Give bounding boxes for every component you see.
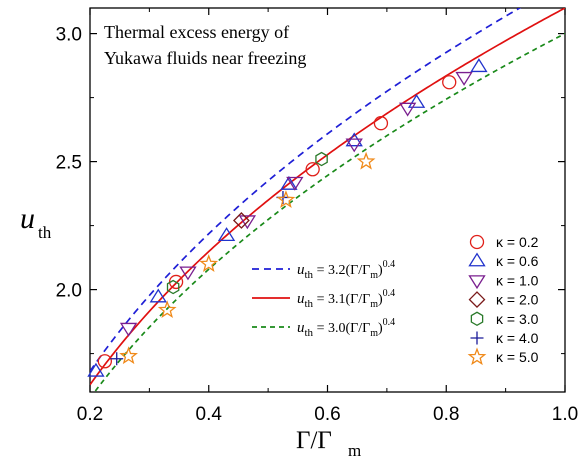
fit-legend-label: uth = 3.2(Γ/Γm)0.4 [297, 259, 395, 281]
data-point-triangle-up [280, 175, 298, 190]
legend-marker-triangle-up [468, 252, 486, 267]
fit-label-part: 0.4 [383, 259, 396, 270]
data-point-triangle-down [345, 138, 363, 153]
x-tick-label: 0.2 [77, 404, 103, 425]
data-point-triangle-down [119, 322, 138, 337]
legend-label: κ = 0.2 [496, 234, 539, 250]
data-point-star [119, 346, 138, 365]
fit-label-part: m [370, 299, 378, 310]
legend-label: κ = 0.6 [496, 253, 539, 269]
fit-label-part: th [305, 298, 314, 310]
legend-label: κ = 4.0 [496, 330, 539, 346]
data-point-star [356, 151, 376, 170]
data-points [87, 58, 488, 377]
data-point-star [199, 254, 219, 272]
data-point-circle [442, 75, 457, 90]
x-tick-label: 0.4 [196, 404, 223, 425]
legend-marker-diamond [468, 291, 486, 309]
legend-marker-plus [470, 331, 484, 345]
chart-title-line-2: Yukawa fluids near freezing [104, 48, 306, 68]
legend-label: κ = 1.0 [496, 272, 539, 288]
fit-label-part: u [297, 262, 305, 278]
fit-label-part: m [370, 270, 378, 281]
y-axis-label-symbol: u [20, 202, 35, 235]
data-point-star [276, 190, 296, 208]
y-axis-label-subscript: th [38, 223, 52, 242]
data-point-triangle-up [470, 58, 488, 73]
series-legend: κ = 0.2 κ = 0.6 κ = 1.0 κ = 2.0 κ = 3.0 κ = 4… [467, 234, 539, 366]
legend-label: κ = 2.0 [496, 292, 539, 308]
data-point-triangle-down [179, 266, 197, 281]
x-axis-label-main: Γ/Γ [296, 427, 332, 454]
axis-ticks: 0.2 0.4 0.6 0.8 1.0 2.0 2.5 3.0 [56, 8, 578, 425]
fit-label-part: th [305, 327, 314, 339]
data-point-triangle-up [149, 288, 167, 303]
fit-label-part: = 3.1(Γ/Γ [313, 292, 370, 307]
fit-label-part: th [305, 269, 314, 281]
data-point-triangle-up [87, 362, 105, 377]
fit-legend-label: uth = 3.1(Γ/Γm)0.4 [297, 288, 395, 310]
data-point-hexagon [315, 151, 328, 167]
data-point-hexagon [166, 279, 180, 295]
data-point-circle [305, 162, 320, 177]
y-tick-label: 2.5 [56, 153, 82, 174]
fit-label-part: ) [378, 263, 383, 278]
data-point-circle [97, 354, 112, 369]
fit-label-part: m [370, 328, 378, 339]
y-tick-label: 3.0 [56, 25, 82, 46]
fit-label-part: = 3.2(Γ/Γ [313, 263, 370, 278]
fit-legend-label: uth = 3.0(Γ/Γm)0.4 [297, 317, 395, 339]
fit-curve-1 [90, 8, 522, 372]
data-point-triangle-down [455, 71, 473, 86]
legend-marker-triangle-down [468, 275, 486, 290]
chart-title: Thermal excess energy of Yukawa fluids n… [104, 22, 306, 68]
legend-label: κ = 3.0 [496, 311, 539, 327]
data-point-triangle-up [407, 93, 426, 108]
fit-label-part: ) [378, 292, 383, 307]
data-point-triangle-down [398, 102, 417, 117]
data-point-circle [373, 116, 389, 131]
legend-marker-hexagon [470, 311, 484, 327]
x-axis-label: Γ/Γ m [296, 427, 361, 460]
data-point-triangle-down [238, 215, 257, 230]
fit-label-part: u [297, 291, 305, 307]
x-axis-label-subscript: m [348, 441, 361, 460]
fit-label-part: u [297, 320, 305, 336]
chart-title-line-1: Thermal excess energy of [104, 22, 289, 42]
legend-marker-circle [469, 234, 485, 250]
data-point-triangle-up [217, 227, 236, 242]
data-point-diamond [232, 212, 250, 229]
fit-label-part: 0.4 [383, 317, 396, 328]
x-tick-label: 0.6 [314, 404, 340, 425]
x-tick-label: 0.8 [433, 404, 459, 425]
fit-label-part: ) [378, 321, 383, 336]
legend-marker-star [467, 347, 487, 366]
y-tick-label: 2.0 [56, 281, 82, 302]
y-axis-label: u th [20, 202, 52, 242]
data-point-plus [110, 352, 124, 366]
fit-label-part: = 3.0(Γ/Γ [313, 321, 370, 336]
data-point-triangle-down [286, 176, 304, 191]
x-tick-label: 1.0 [552, 404, 578, 425]
legend-label: κ = 5.0 [496, 349, 539, 365]
fit-label-part: 0.4 [383, 288, 396, 299]
data-point-star [157, 300, 177, 319]
fit-curve-2 [90, 8, 565, 386]
